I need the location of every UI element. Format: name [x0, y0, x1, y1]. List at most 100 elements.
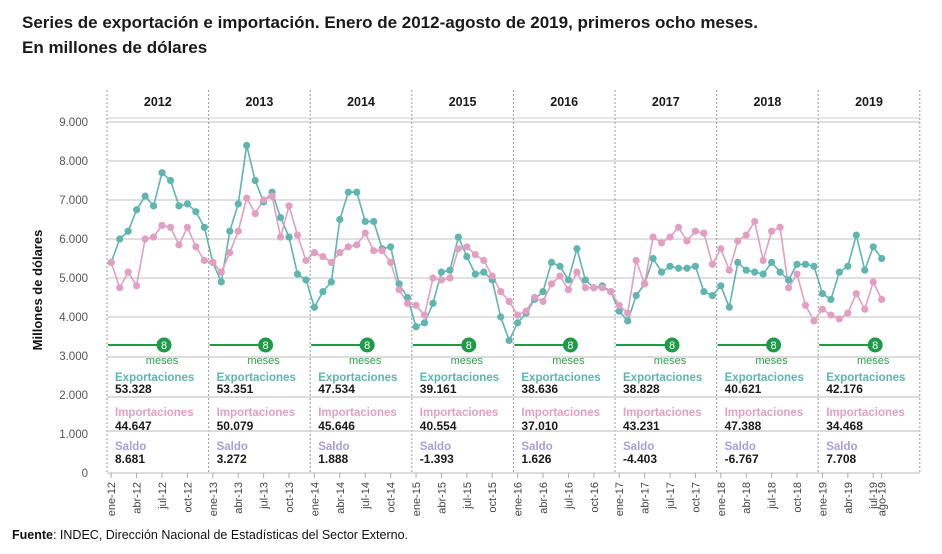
imports-label: Importaciones: [725, 407, 804, 419]
exports-label: Exportaciones: [318, 372, 397, 384]
imports-point: [666, 233, 674, 241]
imports-point: [387, 258, 395, 266]
x-tick-label: oct-13: [284, 482, 296, 513]
x-tick-label: abr-17: [640, 482, 652, 514]
imports-point: [488, 272, 496, 280]
imports-point: [539, 297, 547, 305]
imports-point: [657, 239, 666, 247]
exports-point: [319, 288, 327, 296]
exports-point: [497, 313, 505, 321]
x-tick-label: jul-19: [868, 482, 880, 510]
exports-point: [226, 227, 234, 235]
imports-total: 47.388: [725, 419, 762, 433]
year-label: 2012: [144, 95, 172, 109]
x-tick-label: ene-13: [208, 482, 220, 516]
imports-label: Importaciones: [420, 407, 499, 419]
months-badge-number: 8: [771, 340, 777, 352]
exports-label: Exportaciones: [725, 372, 804, 384]
imports-point: [158, 221, 166, 229]
imports-point: [708, 260, 716, 268]
months-caption: meses: [755, 355, 788, 367]
year-label: 2019: [855, 95, 883, 109]
imports-point: [734, 237, 742, 245]
y-tick-label: 5.000: [59, 273, 88, 285]
exports-point: [742, 266, 750, 274]
imports-point: [835, 315, 843, 323]
imports-point: [243, 194, 251, 202]
saldo-label: Saldo: [826, 441, 857, 453]
months-badge-number: 8: [567, 340, 573, 352]
exports-total: 53.351: [217, 382, 254, 396]
imports-point: [869, 278, 877, 286]
imports-point: [124, 268, 132, 276]
exports-point: [666, 262, 674, 270]
exports-point: [175, 202, 183, 210]
saldo-total: 8.681: [115, 452, 145, 466]
x-tick-label: ene-15: [411, 482, 423, 516]
imports-point: [251, 210, 259, 218]
exports-point: [632, 291, 640, 300]
exports-point: [869, 243, 877, 251]
x-tick-label: jul-15: [462, 482, 474, 510]
imports-point: [302, 256, 310, 265]
imports-point: [412, 301, 420, 309]
imports-point: [420, 311, 429, 319]
saldo-label: Saldo: [725, 441, 756, 453]
exports-point: [429, 299, 437, 307]
months-badge: [664, 337, 680, 353]
months-caption: meses: [654, 355, 687, 367]
x-tick-label: jul-16: [563, 482, 575, 510]
months-badge-number: 8: [466, 340, 472, 352]
months-caption: meses: [451, 355, 484, 367]
imports-point: [141, 235, 149, 243]
exports-point: [420, 319, 429, 327]
saldo-total: 7.708: [826, 452, 856, 466]
exports-point: [327, 278, 335, 286]
imports-point: [768, 227, 776, 235]
exports-total: 42.176: [826, 382, 863, 396]
exports-point: [691, 262, 700, 270]
months-badge-number: 8: [364, 340, 370, 352]
exports-point: [649, 254, 657, 263]
y-tick-label: 0: [82, 468, 88, 480]
x-tick-label: ene-12: [106, 482, 118, 516]
exports-point: [149, 202, 158, 210]
exports-point: [116, 235, 124, 243]
exports-point: [310, 303, 319, 311]
months-badge: [867, 337, 883, 353]
imports-point: [480, 256, 488, 265]
exports-point: [793, 260, 801, 268]
exports-point: [505, 336, 513, 344]
exports-point: [852, 231, 860, 239]
imports-label: Importaciones: [623, 407, 702, 419]
x-tick-label: ene-14: [309, 482, 321, 516]
exports-point: [403, 293, 412, 302]
exports-point: [217, 278, 225, 286]
imports-point: [793, 270, 801, 278]
months-badge: [156, 337, 172, 353]
exports-point: [657, 268, 666, 276]
exports-label: Exportaciones: [826, 372, 905, 384]
exports-point: [251, 176, 259, 185]
imports-point: [403, 299, 412, 307]
exports-point: [878, 254, 886, 263]
exports-point: [446, 266, 454, 274]
x-tick-label: oct-16: [589, 482, 601, 513]
exports-point: [674, 264, 683, 272]
exports-point: [336, 215, 344, 224]
exports-point: [708, 291, 716, 300]
imports-point: [514, 311, 522, 319]
exports-point: [480, 268, 488, 276]
year-label: 2014: [347, 95, 375, 109]
exports-point: [768, 258, 776, 266]
y-tick-label: 3.000: [59, 351, 88, 363]
y-tick-label: 2.000: [59, 390, 88, 402]
imports-point: [564, 286, 573, 294]
months-caption: meses: [857, 355, 890, 367]
x-tick-label: abr-14: [335, 482, 347, 514]
imports-point: [166, 223, 175, 231]
x-tick-label: jul-18: [767, 482, 779, 510]
x-tick-label: ene-19: [817, 482, 829, 516]
year-label: 2017: [652, 95, 680, 109]
